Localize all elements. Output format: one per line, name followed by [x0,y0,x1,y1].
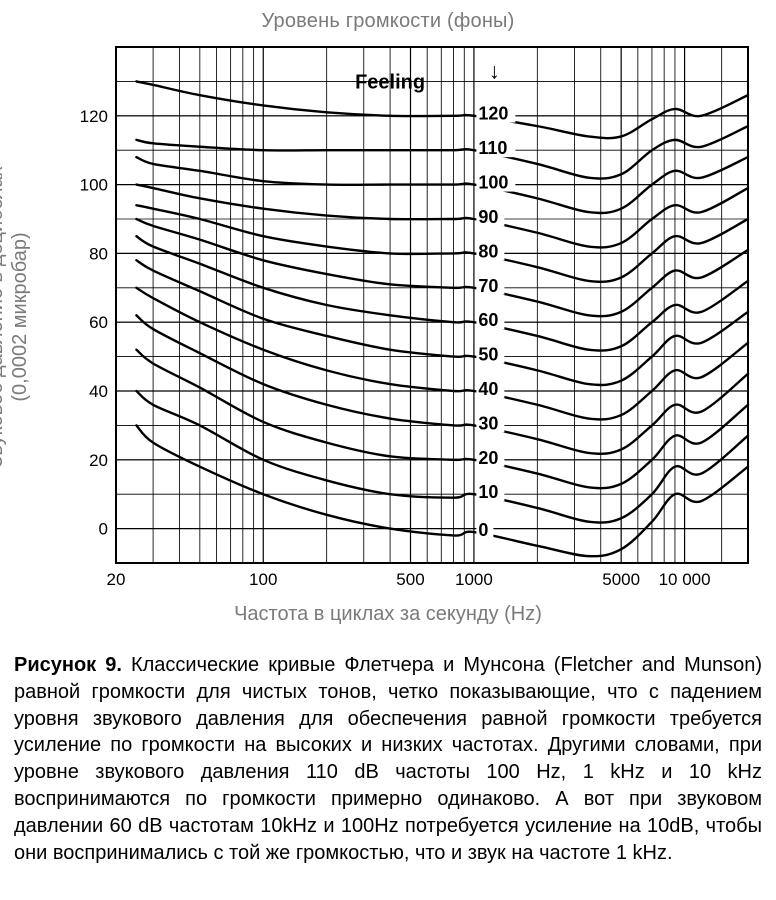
svg-text:90: 90 [478,207,498,227]
chart-region: Звуковое давление в децибелах (0,0002 ми… [14,37,762,597]
svg-text:110: 110 [478,138,507,158]
svg-text:↓: ↓ [489,59,500,84]
svg-text:60: 60 [89,313,108,332]
svg-text:100: 100 [80,176,108,195]
svg-text:20: 20 [107,570,126,589]
svg-text:Feeling: Feeling [355,71,425,93]
svg-text:5000: 5000 [602,570,640,589]
svg-text:40: 40 [89,382,108,401]
svg-text:500: 500 [396,570,424,589]
svg-text:0: 0 [478,520,488,540]
svg-text:1000: 1000 [455,570,493,589]
svg-text:100: 100 [249,570,277,589]
svg-text:40: 40 [478,379,498,399]
svg-text:20: 20 [89,451,108,470]
page-root: Уровень громкости (фоны) Звуковое давлен… [0,0,776,900]
figure-caption-text: Классические кривые Флетчера и Мунсона (… [14,654,762,864]
svg-text:80: 80 [478,241,498,261]
svg-text:10 000: 10 000 [659,570,711,589]
svg-text:10: 10 [478,482,498,502]
figure-number: Рисунок 9. [14,654,122,676]
svg-text:120: 120 [478,104,508,124]
svg-text:50: 50 [478,345,498,365]
svg-text:0: 0 [99,520,108,539]
chart-top-title: Уровень громкости (фоны) [14,10,762,33]
x-axis-label: Частота в циклах за секунду (Hz) [14,603,762,626]
y-axis-label-line2: (0,0002 микробар) [9,232,31,401]
svg-text:20: 20 [478,448,498,468]
y-axis-label-line1: Звуковое давление в децибелах [0,166,7,467]
svg-text:100: 100 [478,173,508,193]
y-axis-label: Звуковое давление в децибелах (0,0002 ми… [0,166,32,467]
svg-text:30: 30 [478,413,498,433]
chart-svg: 0 20 40 60 80 100 120 20 100 500 1000 5000 10 000 0 10… [68,37,760,597]
svg-text:70: 70 [478,276,498,296]
svg-text:60: 60 [478,310,498,330]
figure-caption: Рисунок 9. Классические кривые Флетчера … [14,652,762,866]
svg-text:80: 80 [89,244,108,263]
svg-text:120: 120 [80,107,108,126]
